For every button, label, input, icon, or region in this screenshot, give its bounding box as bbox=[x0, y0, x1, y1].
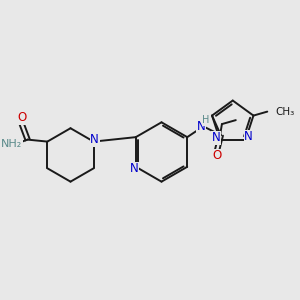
Text: N: N bbox=[130, 162, 138, 175]
Text: CH₃: CH₃ bbox=[275, 106, 294, 117]
Text: N: N bbox=[212, 131, 220, 144]
Text: H: H bbox=[202, 115, 210, 125]
Text: N: N bbox=[197, 120, 206, 133]
Text: N: N bbox=[244, 130, 253, 143]
Text: O: O bbox=[212, 149, 221, 162]
Text: O: O bbox=[17, 111, 26, 124]
Text: N: N bbox=[90, 133, 99, 146]
Text: NH₂: NH₂ bbox=[1, 139, 22, 148]
